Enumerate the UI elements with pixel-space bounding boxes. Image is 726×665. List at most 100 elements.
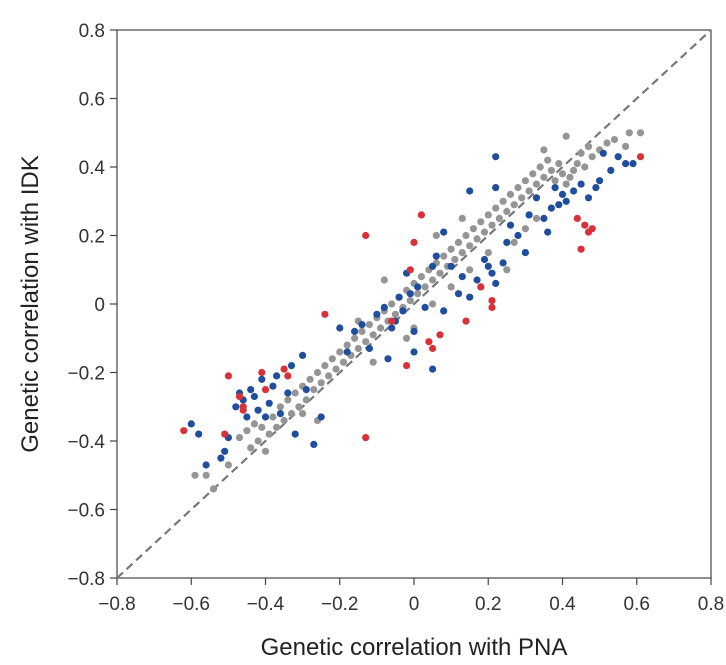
blue-data-point	[414, 283, 422, 291]
blue-data-point	[358, 321, 366, 329]
blue-data-point	[247, 386, 255, 394]
gray-data-point	[510, 201, 518, 209]
gray-data-point	[247, 444, 255, 452]
gray-data-point	[332, 365, 340, 373]
gray-data-point	[499, 197, 507, 205]
gray-data-point	[310, 386, 318, 394]
red-data-point	[403, 362, 411, 370]
blue-data-point	[592, 184, 600, 192]
gray-data-point	[518, 194, 526, 202]
red-data-point	[425, 338, 433, 346]
gray-data-point	[492, 204, 500, 212]
gray-data-point	[562, 180, 570, 188]
gray-data-point	[477, 218, 485, 226]
gray-data-point	[466, 266, 474, 274]
x-tick-label: −0.2	[321, 594, 359, 615]
red-data-point	[581, 221, 589, 229]
x-axis-title: Genetic correlation with PNA	[261, 634, 568, 661]
gray-data-point	[447, 245, 455, 253]
gray-data-point	[202, 471, 210, 479]
blue-data-point	[499, 259, 507, 267]
blue-data-point	[488, 269, 496, 277]
blue-data-point	[514, 231, 522, 240]
y-tick-label: −0.6	[67, 501, 105, 522]
y-axis-ticks: −0.8 −0.6 −0.4 −0.2 0 0.2 0.4 0.6 0.8	[67, 21, 117, 590]
gray-data-point	[503, 266, 511, 274]
blue-data-point	[440, 228, 448, 236]
red-data-point	[436, 331, 444, 339]
gray-data-point	[432, 231, 440, 240]
gray-data-point	[317, 379, 325, 387]
gray-data-point	[555, 160, 563, 168]
gray-data-point	[325, 372, 333, 380]
gray-data-point	[436, 269, 444, 277]
blue-data-point	[429, 262, 437, 270]
y-tick-label: −0.8	[67, 569, 105, 590]
blue-data-point	[484, 262, 492, 270]
gray-data-point	[417, 273, 425, 281]
blue-data-point	[254, 406, 262, 414]
blue-data-point	[302, 386, 310, 394]
gray-data-point	[521, 225, 530, 233]
blue-data-point	[299, 351, 307, 359]
x-tick-label: 0	[409, 594, 420, 615]
gray-data-point	[306, 375, 314, 383]
gray-data-point	[209, 485, 218, 493]
red-data-point	[221, 430, 229, 438]
gray-data-point	[484, 211, 492, 219]
gray-data-point	[570, 166, 578, 174]
blue-data-point	[555, 201, 563, 209]
blue-data-point	[458, 273, 466, 281]
gray-data-point	[235, 434, 244, 442]
blue-data-point	[399, 307, 407, 315]
gray-data-point	[261, 447, 270, 455]
red-data-point	[280, 365, 288, 373]
red-data-point	[577, 245, 585, 253]
gray-data-point	[636, 129, 645, 137]
gray-data-point	[369, 358, 377, 366]
red-data-point	[261, 386, 270, 394]
blue-data-point	[599, 149, 607, 157]
blue-data-point	[250, 392, 258, 401]
blue-data-point	[365, 344, 373, 353]
gray-data-point	[558, 170, 567, 178]
blue-data-point	[243, 413, 251, 421]
red-data-point	[477, 283, 485, 291]
gray-data-point	[562, 132, 570, 140]
gray-data-point	[581, 163, 589, 171]
gray-data-point	[276, 403, 284, 411]
gray-data-point	[403, 334, 411, 342]
red-data-point	[584, 228, 593, 236]
gray-data-point	[362, 338, 370, 346]
gray-data-point	[577, 149, 585, 157]
gray-data-point	[469, 225, 477, 233]
gray-data-point	[532, 180, 541, 188]
gray-data-point	[440, 252, 448, 260]
red-data-point	[258, 368, 266, 377]
gray-data-point	[610, 136, 619, 144]
gray-data-point	[351, 334, 359, 342]
blue-data-point	[410, 348, 418, 356]
blue-data-point	[269, 382, 277, 390]
gray-data-point	[358, 327, 366, 335]
blue-data-point	[614, 153, 622, 161]
blue-data-point	[584, 194, 593, 202]
gray-data-point	[429, 276, 437, 284]
blue-data-point	[440, 307, 448, 315]
blue-data-point	[195, 430, 203, 438]
blue-data-point	[503, 238, 511, 246]
red-data-point	[388, 317, 396, 325]
gray-data-point	[603, 139, 611, 147]
blue-data-point	[473, 276, 481, 284]
blue-data-point	[547, 204, 556, 212]
identity-reference-line	[116, 29, 712, 579]
gray-data-point	[525, 187, 533, 195]
red-data-point	[239, 406, 247, 414]
blue-data-point	[276, 410, 284, 418]
gray-data-point	[536, 163, 544, 171]
blue-data-point	[265, 399, 273, 407]
gray-data-point	[191, 471, 199, 479]
blue-data-point	[395, 293, 403, 301]
gray-data-point	[291, 389, 299, 397]
gray-data-point	[451, 255, 459, 264]
